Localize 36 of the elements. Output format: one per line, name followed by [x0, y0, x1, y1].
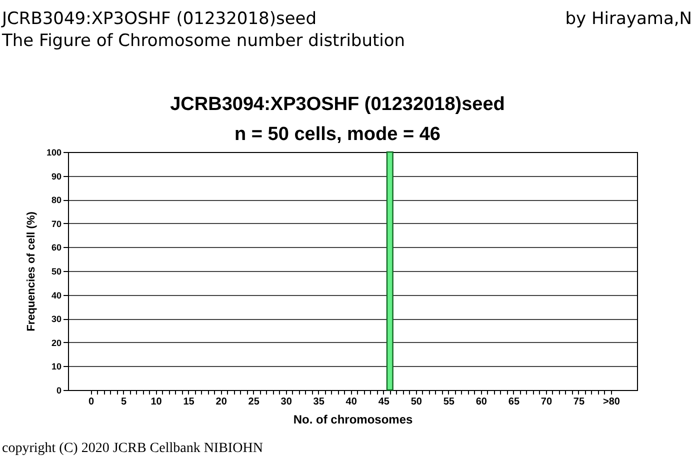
x-tick-label: 50	[410, 396, 422, 408]
x-tick-label: 0	[88, 396, 94, 408]
y-tick-label: 40	[51, 290, 62, 300]
text: The Figure of Chromosome number distribution	[1, 31, 406, 51]
y-axis-title: Frequencies of cell (%)	[25, 211, 38, 332]
y-tick-label: 50	[51, 266, 62, 276]
x-tick-label: 60	[476, 396, 488, 408]
y-tick-label: 60	[51, 242, 62, 253]
y-tick-label: 80	[51, 195, 62, 206]
y-tick-label: 0	[56, 386, 62, 396]
x-axis-title: No. of chromosomes	[293, 412, 413, 426]
chart-subtitle: n = 50 cells, mode = 46	[234, 124, 440, 145]
x-tick-label: 35	[313, 396, 325, 408]
y-tick-label: 30	[51, 314, 62, 324]
x-tick-label: 15	[183, 396, 195, 408]
x-tick-label: 70	[540, 396, 552, 408]
x-tick-label: 75	[573, 396, 585, 408]
x-tick-label: 20	[216, 396, 228, 408]
y-tick-label: 70	[51, 218, 62, 229]
chart-title: JCRB3094:XP3OSHF (01232018)seed	[170, 94, 505, 115]
text: by Hirayama,N	[565, 9, 692, 29]
y-tick-label: 20	[51, 338, 62, 348]
x-tick-label: 65	[508, 396, 520, 408]
x-tick-label: 55	[443, 396, 455, 408]
y-tick-label: 100	[46, 148, 62, 158]
text: JCRB3049:XP3OSHF (01232018)seed	[1, 9, 317, 29]
text: copyright (C) 2020 JCRB Cellbank NIBIOHN	[2, 441, 263, 456]
x-tick-label: 10	[150, 396, 162, 408]
x-tick-label: 45	[378, 396, 390, 408]
x-tick-label: >80	[603, 396, 620, 408]
y-tick-label: 90	[51, 171, 62, 182]
x-tick-label: 40	[346, 396, 358, 408]
y-tick-label: 10	[51, 362, 62, 372]
x-tick-label: 25	[248, 396, 260, 408]
x-tick-label: 30	[280, 396, 292, 408]
x-tick-label: 5	[120, 396, 127, 408]
